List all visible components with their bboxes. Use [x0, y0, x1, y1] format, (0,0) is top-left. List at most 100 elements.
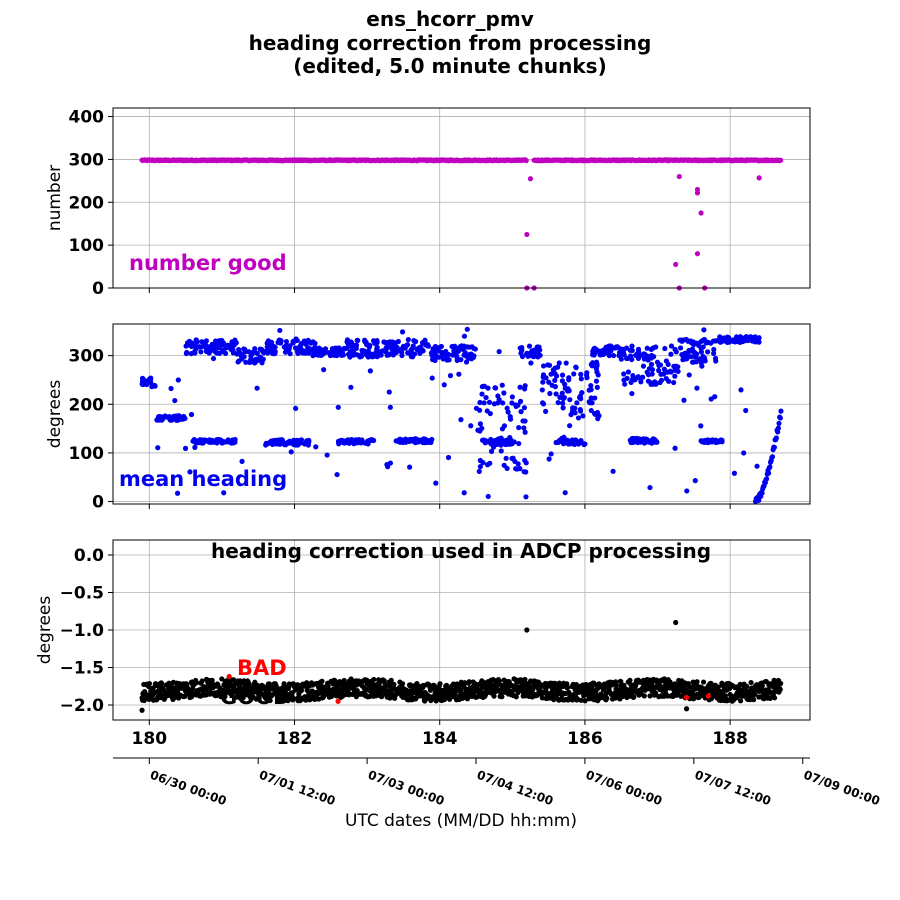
data-point — [743, 407, 749, 414]
data-point — [629, 390, 635, 397]
data-point — [543, 408, 549, 414]
y-tick-label: 100 — [69, 444, 105, 464]
data-point — [656, 362, 662, 369]
data-point — [718, 437, 725, 443]
data-point — [441, 382, 447, 388]
data-point — [452, 348, 459, 354]
data-point — [778, 157, 784, 163]
data-point — [399, 437, 405, 444]
y-tick-label: 300 — [69, 150, 105, 170]
data-point — [330, 352, 336, 358]
mean-heading-ylabel: degrees — [45, 380, 65, 449]
data-point — [353, 694, 359, 700]
data-point — [588, 387, 594, 393]
data-point — [492, 385, 499, 391]
data-point — [630, 373, 636, 379]
data-point — [595, 416, 601, 422]
data-point — [519, 347, 525, 353]
data-point — [578, 376, 584, 382]
data-point — [771, 444, 778, 450]
data-point — [625, 369, 632, 375]
data-point — [499, 382, 505, 388]
data-point — [686, 372, 692, 378]
data-point — [681, 397, 687, 403]
data-point — [756, 497, 762, 503]
data-point — [525, 353, 531, 359]
data-point — [540, 401, 547, 407]
data-point — [442, 350, 448, 356]
data-point — [698, 349, 705, 355]
data-point — [295, 348, 301, 354]
data-point — [562, 490, 568, 496]
data-point — [354, 687, 360, 694]
data-point — [471, 345, 477, 352]
data-point — [606, 352, 612, 359]
data-point — [736, 336, 743, 342]
data-point — [668, 369, 674, 375]
data-point — [239, 352, 245, 358]
number-good-points — [139, 157, 784, 291]
data-point — [452, 690, 458, 696]
data-point — [279, 437, 286, 443]
data-point — [477, 407, 483, 413]
data-point — [192, 444, 198, 450]
data-point — [495, 393, 501, 399]
data-point — [566, 375, 572, 381]
data-point — [522, 429, 528, 435]
data-point — [545, 362, 551, 368]
data-point — [219, 439, 225, 445]
data-point — [505, 409, 511, 415]
data-point — [293, 405, 299, 411]
data-point — [527, 176, 534, 182]
data-point — [247, 359, 253, 366]
data-point — [563, 360, 569, 366]
data-point — [672, 681, 678, 687]
data-point — [643, 436, 649, 442]
data-point — [140, 381, 146, 387]
data-point — [523, 158, 529, 164]
data-point — [507, 416, 514, 422]
data-point — [759, 490, 765, 496]
data-point — [242, 349, 248, 355]
data-point — [410, 343, 416, 349]
data-point — [188, 351, 194, 357]
data-point — [488, 448, 495, 454]
data-point — [487, 460, 493, 466]
data-point — [516, 424, 522, 431]
data-point — [708, 680, 714, 686]
data-point — [522, 418, 528, 424]
data-point — [425, 342, 431, 349]
data-point — [496, 440, 503, 447]
data-point — [235, 690, 241, 696]
data-point — [191, 438, 197, 444]
data-point — [501, 423, 508, 429]
data-point — [683, 706, 690, 712]
data-point — [765, 470, 772, 476]
data-point — [576, 395, 583, 401]
data-point — [491, 401, 497, 407]
data-point — [258, 354, 264, 360]
data-point — [624, 355, 630, 362]
data-point — [744, 334, 750, 340]
data-point — [618, 679, 624, 685]
data-point — [457, 687, 464, 693]
data-point — [604, 695, 610, 701]
data-point — [405, 437, 411, 443]
data-point — [546, 379, 552, 385]
data-point — [496, 678, 502, 684]
data-point — [381, 339, 387, 345]
data-point — [577, 408, 584, 414]
data-point — [722, 693, 728, 699]
data-point — [521, 425, 527, 431]
data-point — [503, 455, 509, 461]
data-point — [363, 341, 370, 348]
data-point — [437, 344, 444, 350]
data-point — [651, 354, 657, 360]
data-point — [627, 677, 633, 683]
data-point — [672, 445, 678, 451]
data-point — [573, 365, 579, 371]
data-point — [731, 470, 738, 476]
data-point — [767, 464, 773, 470]
data-point — [386, 343, 393, 349]
data-point — [522, 457, 528, 464]
